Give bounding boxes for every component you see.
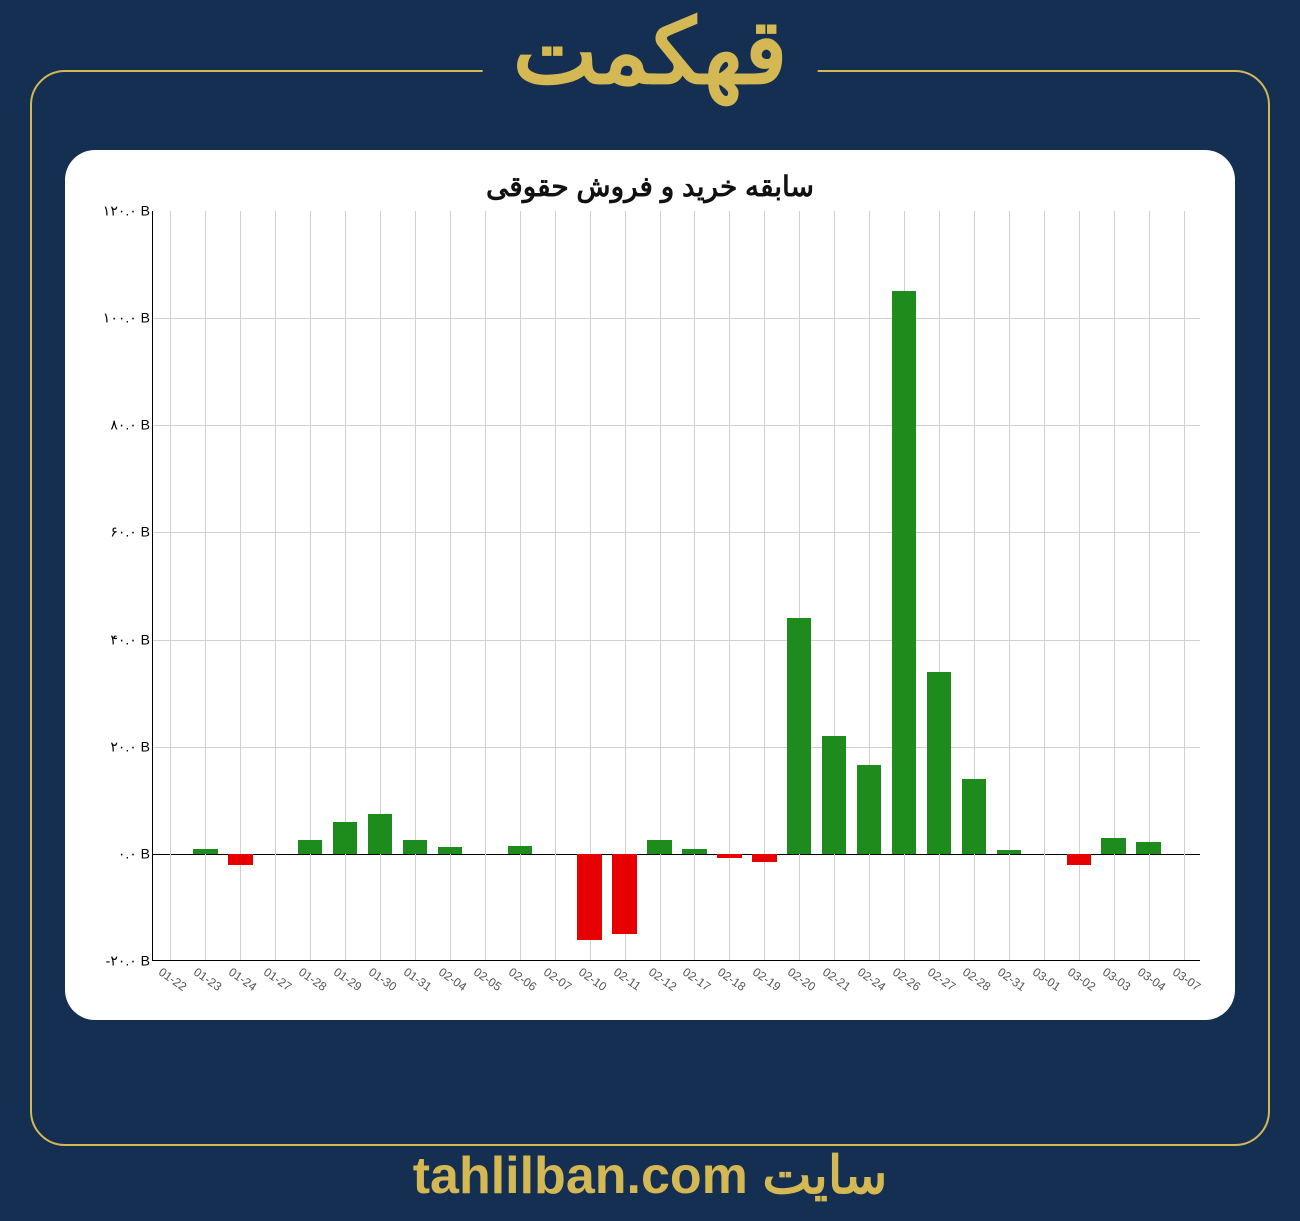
x-axis-label: 02-21 [820,965,853,994]
chart-bar [1101,838,1125,854]
chart-gridline-v [1079,211,1080,960]
chart-bar [438,847,462,853]
x-axis-label: 02-28 [960,965,993,994]
chart-gridline-v [1009,211,1010,960]
chart-bar [787,618,811,854]
y-axis-label: ۰.۰ B [118,845,150,862]
x-axis-label: 03-03 [1100,965,1133,994]
chart-bar [403,840,427,853]
x-axis-label: 01-23 [191,965,224,994]
chart-bar [1136,842,1160,854]
x-axis-label: 02-27 [925,965,958,994]
chart-bar [612,854,636,934]
chart-area: ۱۲۰.۰ B۱۰۰.۰ B۸۰.۰ B۶۰.۰ B۴۰.۰ B۲۰.۰ B۰.… [90,211,1210,1001]
chart-plot [152,211,1200,961]
chart-bar [997,850,1021,854]
x-axis-label: 02-10 [576,965,609,994]
x-axis-label: 02-11 [611,965,643,994]
y-axis-label: ۶۰.۰ B [110,524,150,541]
footer-text: سایت tahlilban.com [0,1146,1300,1206]
x-axis-label: 01-30 [366,965,399,994]
x-axis-label: 03-04 [1135,965,1168,994]
chart-gridline-v [1044,211,1045,960]
x-axis-label: 01-22 [157,965,190,994]
chart-title: سابقه خرید و فروش حقوقی [90,170,1210,203]
chart-gridline-v [1184,211,1185,960]
x-axis-label: 02-20 [785,965,818,994]
y-axis-label: -۲۰.۰ B [106,953,150,970]
y-axis-label: ۱۰۰.۰ B [103,310,150,327]
chart-bar [717,854,741,858]
chart-bar [368,814,392,854]
chart-bar [962,779,986,854]
chart-bar [857,765,881,853]
x-axis-label: 02-19 [750,965,783,994]
chart-gridline-v [170,211,171,960]
x-axis-label: 02-26 [890,965,923,994]
chart-gridline-v [590,211,591,960]
chart-bar [927,672,951,854]
chart-bar [193,849,217,854]
chart-bar [228,854,252,865]
chart-card: سابقه خرید و فروش حقوقی ۱۲۰.۰ B ۱۰۰.۰ B ۸۰… [65,150,1235,1020]
x-axis-label: 02-24 [855,965,888,994]
page-title: قهکمت [483,0,818,105]
x-axis-label: 01-28 [296,965,329,994]
x-axis-label: 02-04 [436,965,469,994]
x-axis-label: 03-02 [1065,965,1098,994]
chart-gridline-v [555,211,556,960]
y-axis-label: ۲۰.۰ B [110,738,150,755]
x-axis-label: 01-24 [226,965,259,994]
x-axis-label: 01-29 [331,965,364,994]
x-axis-label: 02-07 [541,965,574,994]
x-axis-label: 03-01 [1030,965,1063,994]
chart-gridline-v [764,211,765,960]
chart-bar [647,840,671,853]
chart-gridline-v [485,211,486,960]
x-axis-label: 02-05 [471,965,504,994]
y-axis-label: ۱۲۰.۰ B [103,203,150,220]
x-axis-label: 01-31 [401,965,434,994]
chart-bar [508,846,532,854]
x-axis-label: 02-17 [681,965,714,994]
footer-label: سایت [762,1147,887,1205]
x-axis-label: 02-18 [715,965,748,994]
chart-bar [577,854,601,940]
chart-bar [333,822,357,854]
chart-bar [298,840,322,853]
chart-gridline-v [275,211,276,960]
chart-gridline-v [625,211,626,960]
x-axis-label: 02-06 [506,965,539,994]
chart-gridline-v [240,211,241,960]
chart-bar [892,291,916,854]
x-axis-label: 02-31 [995,965,1028,994]
footer-url: tahlilban.com [413,1147,748,1205]
chart-gridline-v [729,211,730,960]
chart-bar [822,736,846,854]
chart-bar [1067,854,1091,865]
x-axis-label: 02-12 [646,965,679,994]
y-axis-label: ۴۰.۰ B [110,631,150,648]
x-axis-label: 03-07 [1170,965,1203,994]
y-axis-label: ۸۰.۰ B [110,417,150,434]
chart-bar [752,854,776,862]
x-axis-label: 01-27 [261,965,294,994]
chart-bar [682,849,706,854]
